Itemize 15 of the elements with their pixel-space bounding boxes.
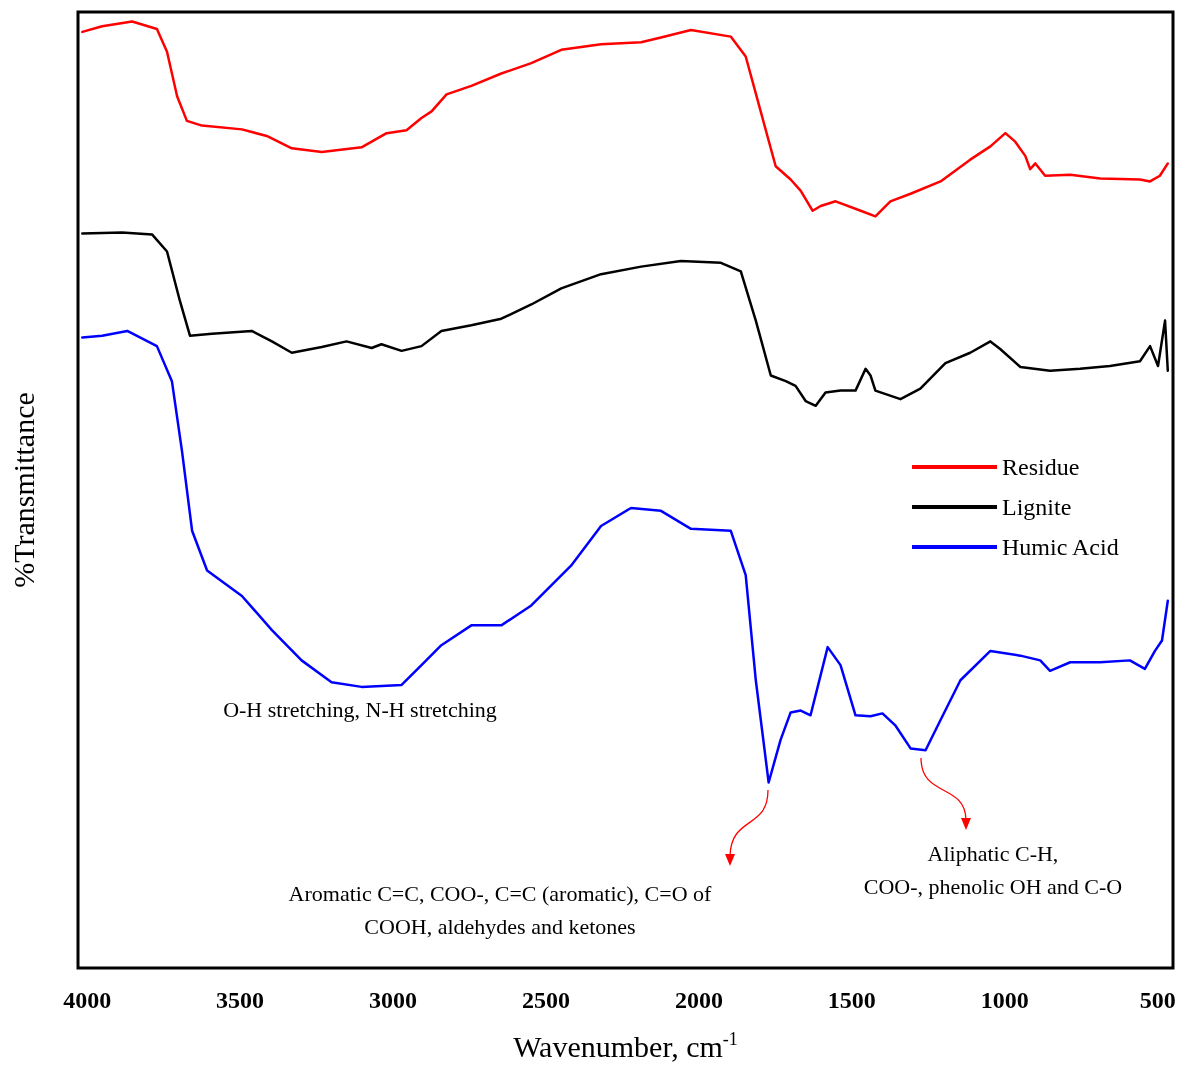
- x-tick-label: 2500: [521, 987, 570, 1013]
- x-tick-label: 2000: [674, 987, 723, 1013]
- x-tick-label: 1000: [980, 987, 1029, 1013]
- annotation: Aromatic C=C, COO-, C=C (aromatic), C=O of COOH, aldehydes and ketones: [288, 880, 713, 939]
- x-tick-label: 4000: [63, 987, 112, 1013]
- x-tick-label: 1500: [827, 987, 876, 1013]
- annotation: Aliphatic C-H, COO-, phenolic OH and C-O: [863, 840, 1123, 899]
- annotation: O-H stretching, N-H stretching: [223, 696, 497, 722]
- x-tick-label: 3000: [369, 987, 418, 1013]
- legend-label: Humic Acid: [1002, 534, 1119, 560]
- legend-label: Lignite: [1002, 494, 1072, 520]
- y-axis-title: %Transmittance: [6, 392, 40, 588]
- x-tick-label: 500: [1139, 987, 1176, 1013]
- x-tick-label: 3500: [216, 987, 265, 1013]
- legend-label: Residue: [1002, 454, 1080, 480]
